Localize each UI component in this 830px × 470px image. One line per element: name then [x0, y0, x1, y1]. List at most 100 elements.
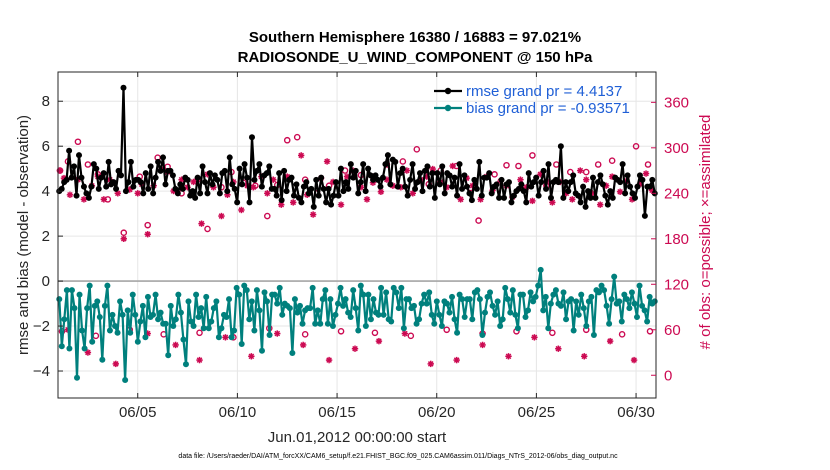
- y-axis-right-label: # of obs: o=possible; ×=assimilated: [697, 115, 714, 350]
- rmse-point: [290, 192, 297, 199]
- bias-point: [603, 302, 610, 309]
- bias-point: [139, 302, 146, 309]
- bias-point: [489, 302, 496, 309]
- bias-point: [499, 316, 506, 323]
- bias-point: [535, 282, 542, 289]
- rmse-point: [167, 167, 174, 174]
- y-axis-label: rmse and bias (model - observation): [15, 115, 32, 355]
- rmse-point: [293, 181, 300, 188]
- rmse-point: [560, 194, 567, 201]
- rmse-point: [234, 199, 241, 206]
- bias-point: [81, 345, 88, 352]
- bias-point: [507, 309, 514, 316]
- bias-point: [226, 296, 233, 303]
- bias-point: [289, 350, 296, 357]
- bias-point: [350, 287, 357, 294]
- obs-assimilated-marker: [453, 356, 460, 364]
- obs-assimilated-marker: [325, 356, 333, 364]
- bias-point: [329, 323, 336, 330]
- bias-point: [324, 320, 331, 327]
- rmse-point: [172, 185, 179, 192]
- bias-point: [106, 327, 113, 334]
- bias-point: [236, 291, 243, 298]
- marker-stroke: [603, 182, 609, 189]
- bias-point: [466, 296, 473, 303]
- bias-point: [519, 291, 526, 298]
- bias-point: [96, 314, 103, 321]
- bias-point: [66, 345, 73, 352]
- rmse-point: [631, 194, 638, 201]
- rmse-point: [66, 147, 73, 154]
- bias-point: [152, 291, 159, 298]
- rmse-point: [271, 185, 278, 192]
- bias-point: [205, 325, 212, 332]
- y-right-tick-label: 240: [664, 185, 689, 202]
- rmse-point: [622, 190, 629, 197]
- rmse-point: [370, 176, 377, 183]
- rmse-point: [547, 194, 554, 201]
- rmse-point: [483, 174, 490, 181]
- marker-stroke: [453, 357, 460, 363]
- rmse-point: [110, 179, 117, 186]
- bias-point: [195, 314, 202, 321]
- rmse-point: [95, 185, 102, 192]
- rmse-point: [528, 183, 535, 190]
- rmse-point: [360, 161, 367, 168]
- bias-point: [504, 296, 511, 303]
- rmse-point: [179, 185, 186, 192]
- rmse-point: [313, 176, 320, 183]
- bias-point: [294, 309, 301, 316]
- x-tick-label: 06/15: [318, 404, 356, 421]
- marker-stroke: [274, 330, 281, 337]
- obs-assimilated-marker: [505, 353, 512, 360]
- marker-stroke: [378, 188, 384, 195]
- bias-point: [606, 320, 613, 327]
- rmse-point: [557, 143, 564, 150]
- marker-stroke: [404, 167, 410, 174]
- bias-point: [590, 332, 597, 339]
- bias-point: [405, 296, 412, 303]
- bias-point: [319, 296, 326, 303]
- bias-point: [89, 338, 96, 345]
- y-tick-label: 2: [42, 228, 50, 245]
- bias-point: [378, 284, 385, 291]
- rmse-point: [125, 179, 132, 186]
- rmse-point: [192, 194, 199, 201]
- rmse-point: [231, 185, 238, 192]
- bias-point: [327, 296, 334, 303]
- rmse-point: [216, 190, 223, 197]
- bias-point: [124, 307, 131, 314]
- rmse-point: [221, 167, 228, 174]
- obs-assimilated-marker: [577, 167, 584, 174]
- rmse-point: [325, 185, 332, 192]
- marker-stroke: [505, 353, 512, 360]
- bias-point: [626, 305, 633, 312]
- bias-point: [469, 316, 476, 323]
- bias-point: [411, 302, 418, 309]
- rmse-point: [384, 152, 391, 159]
- y-right-tick-label: 300: [664, 140, 689, 157]
- rmse-point: [538, 179, 545, 186]
- rmse-point: [379, 174, 386, 181]
- rmse-point: [387, 181, 394, 188]
- bias-point: [165, 352, 172, 359]
- bias-point: [63, 287, 70, 294]
- obs-possible-marker: [120, 229, 128, 237]
- rmse-point: [276, 170, 283, 177]
- rmse-point: [468, 197, 475, 204]
- bias-point: [426, 289, 433, 296]
- marker-stroke: [617, 188, 623, 195]
- bias-point: [383, 289, 390, 296]
- legend-label: bias grand pr = -0.93571: [466, 100, 630, 117]
- obs-assimilated-marker: [238, 206, 245, 214]
- bias-point: [352, 305, 359, 312]
- bias-point: [646, 293, 653, 300]
- rmse-point: [345, 185, 352, 192]
- marker-stroke: [531, 334, 538, 341]
- bias-point: [137, 318, 144, 325]
- rmse-point: [140, 190, 147, 197]
- obs-possible-marker: [371, 329, 379, 337]
- rmse-point: [342, 179, 349, 186]
- bias-point: [286, 305, 293, 312]
- bias-point: [218, 325, 225, 332]
